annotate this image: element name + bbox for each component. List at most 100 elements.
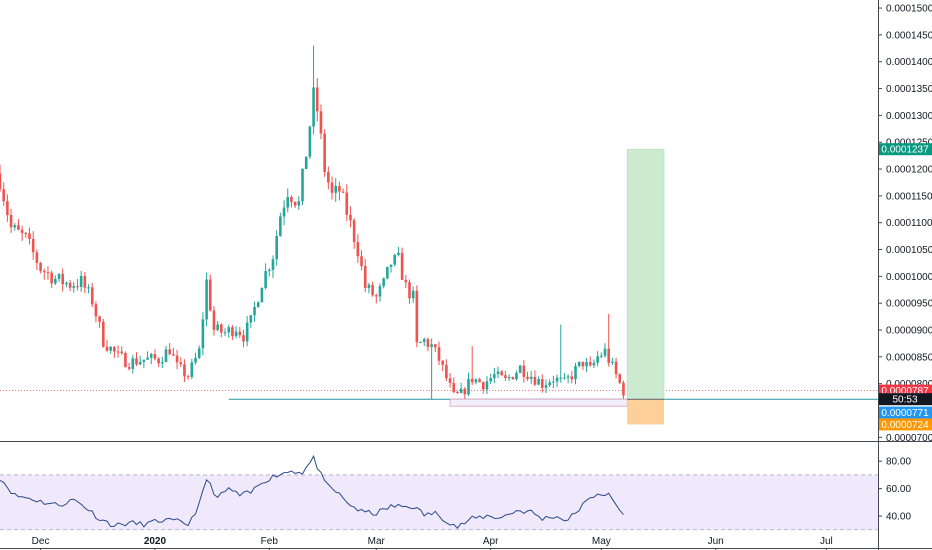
candle-body[interactable] — [500, 371, 504, 376]
candle-body[interactable] — [585, 362, 588, 367]
candle-body[interactable] — [194, 357, 197, 363]
candle-body[interactable] — [400, 252, 404, 280]
candle-body[interactable] — [94, 304, 98, 317]
candle-body[interactable] — [371, 284, 374, 296]
support-box[interactable] — [449, 398, 628, 407]
candle-body[interactable] — [290, 196, 293, 202]
candle-body[interactable] — [249, 315, 253, 323]
candle-body[interactable] — [378, 286, 382, 297]
candle-body[interactable] — [522, 365, 526, 377]
candle-body[interactable] — [282, 207, 286, 217]
candle-body[interactable] — [17, 225, 20, 230]
candle-body[interactable] — [142, 359, 146, 362]
candle-body[interactable] — [485, 381, 489, 390]
candle-body[interactable] — [293, 201, 297, 206]
candle-body[interactable] — [24, 232, 28, 234]
candle-body[interactable] — [352, 220, 356, 243]
candle-body[interactable] — [175, 355, 179, 363]
candle-body[interactable] — [68, 282, 72, 288]
candle-body[interactable] — [2, 189, 5, 202]
candle-body[interactable] — [592, 362, 596, 366]
candle-body[interactable] — [577, 361, 581, 367]
candle-body[interactable] — [552, 381, 555, 383]
position-profit-zone[interactable] — [626, 148, 665, 400]
candle-body[interactable] — [153, 354, 157, 359]
candle-body[interactable] — [253, 307, 256, 316]
price-pane[interactable] — [0, 45, 625, 401]
candle-body[interactable] — [157, 358, 160, 364]
candle-body[interactable] — [231, 327, 234, 336]
candle-body[interactable] — [345, 192, 349, 215]
candle-body[interactable] — [220, 324, 223, 333]
candle-body[interactable] — [183, 364, 186, 377]
candle-body[interactable] — [411, 290, 415, 299]
candle-body[interactable] — [537, 379, 540, 385]
candle-body[interactable] — [256, 302, 260, 307]
candle-body[interactable] — [323, 133, 326, 172]
candle-body[interactable] — [279, 216, 282, 237]
candle-body[interactable] — [0, 173, 2, 190]
candle-body[interactable] — [430, 344, 433, 347]
candle-body[interactable] — [234, 331, 238, 336]
candle-body[interactable] — [315, 87, 319, 112]
candle-body[interactable] — [83, 275, 87, 288]
candle-body[interactable] — [507, 377, 511, 379]
candle-body[interactable] — [286, 196, 290, 208]
candle-body[interactable] — [297, 201, 301, 206]
rsi-line[interactable] — [0, 454, 624, 529]
candle-body[interactable] — [478, 379, 481, 383]
candle-body[interactable] — [76, 286, 79, 288]
candle-body[interactable] — [264, 271, 267, 288]
candle-body[interactable] — [570, 376, 574, 380]
candle-body[interactable] — [223, 332, 227, 334]
candle-body[interactable] — [65, 282, 68, 285]
candle-body[interactable] — [186, 376, 190, 378]
candle-body[interactable] — [607, 348, 610, 363]
candle-body[interactable] — [330, 182, 334, 193]
rsi-pane[interactable] — [0, 454, 624, 529]
candle-body[interactable] — [574, 366, 577, 380]
candle-body[interactable] — [308, 126, 312, 157]
candle-body[interactable] — [338, 186, 341, 192]
candle-body[interactable] — [526, 376, 529, 379]
candle-body[interactable] — [6, 201, 9, 216]
candle-body[interactable] — [131, 358, 135, 369]
candle-body[interactable] — [168, 349, 171, 355]
candle-body[interactable] — [596, 356, 599, 363]
candle-body[interactable] — [197, 348, 201, 358]
candle-body[interactable] — [120, 351, 124, 354]
candle-body[interactable] — [496, 371, 500, 375]
candle-body[interactable] — [356, 242, 360, 257]
candle-body[interactable] — [518, 365, 522, 373]
candle-body[interactable] — [135, 358, 138, 365]
candle-body[interactable] — [72, 286, 76, 288]
candle-body[interactable] — [190, 362, 194, 377]
candle-body[interactable] — [360, 256, 363, 267]
candle-body[interactable] — [559, 377, 563, 379]
candle-body[interactable] — [146, 357, 149, 360]
candle-body[interactable] — [408, 282, 411, 299]
candle-body[interactable] — [334, 186, 338, 193]
candle-body[interactable] — [57, 273, 61, 279]
candle-body[interactable] — [164, 349, 168, 363]
candle-body[interactable] — [588, 362, 592, 366]
candle-body[interactable] — [374, 295, 378, 297]
candle-body[interactable] — [268, 269, 271, 272]
candle-body[interactable] — [161, 362, 164, 364]
candle-body[interactable] — [50, 272, 53, 284]
candle-body[interactable] — [614, 361, 618, 375]
candle-body[interactable] — [301, 169, 304, 202]
candle-body[interactable] — [172, 354, 175, 356]
candle-body[interactable] — [622, 382, 625, 396]
candle-body[interactable] — [127, 367, 131, 369]
candle-body[interactable] — [109, 346, 112, 351]
candle-body[interactable] — [39, 263, 42, 272]
candle-body[interactable] — [227, 327, 231, 333]
candle-body[interactable] — [42, 271, 46, 273]
candle-body[interactable] — [245, 322, 249, 342]
candle-body[interactable] — [101, 321, 105, 347]
candle-body[interactable] — [441, 360, 444, 365]
candle-body[interactable] — [548, 382, 551, 386]
candle-body[interactable] — [382, 278, 385, 287]
candle-body[interactable] — [319, 111, 323, 134]
